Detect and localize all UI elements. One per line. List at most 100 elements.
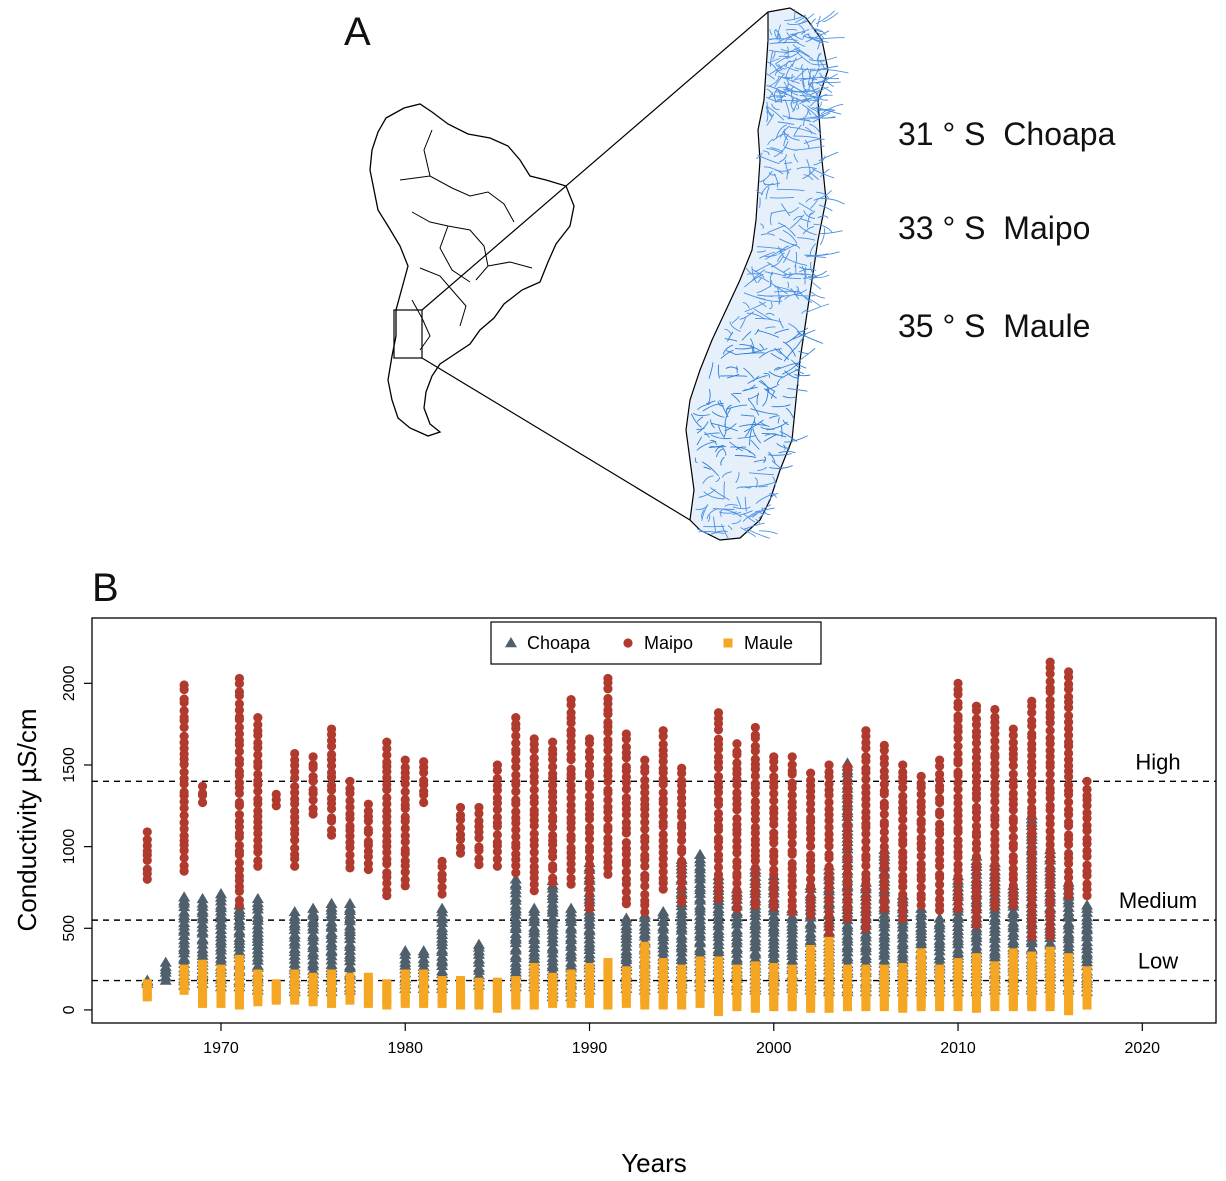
point-choapa: [823, 870, 836, 881]
point-choapa: [786, 975, 799, 987]
point-maule: [640, 964, 650, 974]
point-maipo: [1008, 880, 1018, 891]
point-choapa: [767, 884, 780, 895]
point-maipo: [548, 737, 558, 747]
series-choapa: [141, 757, 1094, 1002]
river-segment: [794, 251, 798, 268]
point-maipo: [492, 793, 502, 803]
point-maipo: [1063, 684, 1074, 694]
point-choapa: [712, 961, 725, 972]
river-segment: [773, 173, 779, 188]
point-choapa: [749, 881, 762, 893]
point-maipo: [824, 911, 834, 921]
point-choapa: [325, 926, 338, 937]
point-choapa: [178, 895, 191, 906]
point-maipo: [621, 849, 631, 859]
point-choapa: [841, 771, 854, 782]
point-maipo: [750, 754, 760, 764]
point-maule: [658, 997, 668, 1007]
point-maule: [290, 976, 300, 986]
point-maipo: [879, 904, 889, 914]
river-segment: [713, 516, 717, 534]
point-choapa: [970, 860, 983, 871]
point-choapa: [1025, 953, 1038, 964]
point-maipo: [290, 748, 300, 759]
point-maipo: [142, 827, 152, 837]
point-maipo: [861, 910, 871, 921]
point-maipo: [1045, 676, 1055, 687]
point-maule: [234, 964, 244, 974]
point-choapa: [1081, 956, 1094, 967]
point-choapa: [325, 916, 338, 927]
point-maule: [327, 991, 337, 1001]
river-segment: [785, 407, 794, 419]
point-maule: [713, 966, 723, 976]
point-maule: [824, 947, 834, 957]
point-maipo: [713, 882, 724, 892]
point-choapa: [657, 923, 670, 934]
point-maipo: [769, 772, 779, 782]
point-choapa: [657, 950, 670, 961]
point-maipo: [363, 812, 373, 822]
point-choapa: [251, 973, 264, 984]
point-maipo: [971, 852, 982, 862]
point-maipo: [1027, 732, 1037, 742]
point-choapa: [178, 891, 191, 902]
point-maule: [419, 983, 429, 993]
river-segment: [768, 371, 785, 378]
point-maule: [492, 977, 502, 987]
x-axis-ticks: 1970 1980 1990 2000 2010 2020: [203, 1023, 1160, 1057]
point-maule: [916, 979, 926, 989]
point-maipo: [750, 778, 760, 789]
point-choapa: [988, 925, 1001, 936]
point-choapa: [841, 921, 854, 932]
point-maipo: [1063, 810, 1074, 820]
river-segment: [756, 330, 780, 338]
point-choapa: [620, 960, 633, 971]
point-choapa: [325, 907, 338, 919]
point-maipo: [400, 794, 410, 805]
point-choapa: [841, 897, 854, 908]
point-maipo: [916, 900, 926, 911]
point-maule: [787, 968, 797, 978]
point-choapa: [675, 929, 688, 940]
point-maule: [769, 970, 779, 980]
point-maipo: [234, 788, 245, 798]
point-choapa: [1081, 975, 1094, 986]
point-choapa: [196, 973, 209, 984]
point-maipo: [584, 884, 595, 894]
point-choapa: [712, 972, 725, 983]
point-maipo: [750, 876, 760, 886]
point-maipo: [953, 698, 963, 708]
point-choapa: [915, 930, 928, 942]
point-maipo: [658, 867, 668, 877]
point-maipo: [806, 768, 816, 778]
point-maipo: [898, 807, 908, 817]
point-choapa: [565, 970, 578, 981]
river-segment: [774, 290, 800, 293]
point-choapa: [712, 874, 725, 885]
point-maule: [1027, 992, 1037, 1002]
point-choapa: [841, 757, 854, 768]
point-maule: [935, 972, 945, 982]
point-maule: [603, 1000, 613, 1010]
point-choapa: [988, 922, 1001, 933]
point-choapa: [1062, 876, 1075, 887]
point-maule: [713, 996, 723, 1006]
point-maipo: [953, 817, 963, 827]
point-choapa: [546, 987, 559, 998]
river-segment: [780, 203, 791, 217]
point-choapa: [823, 956, 836, 967]
point-choapa: [1044, 925, 1057, 936]
point-choapa: [307, 982, 320, 993]
point-maipo: [363, 851, 373, 862]
point-maule: [1008, 984, 1018, 994]
point-maipo: [732, 896, 742, 907]
point-maipo: [898, 777, 908, 787]
point-maipo: [382, 859, 392, 869]
point-maipo: [750, 895, 760, 905]
point-choapa: [694, 902, 707, 913]
point-maipo: [621, 879, 631, 889]
point-maule: [658, 992, 668, 1002]
point-choapa: [251, 926, 264, 937]
